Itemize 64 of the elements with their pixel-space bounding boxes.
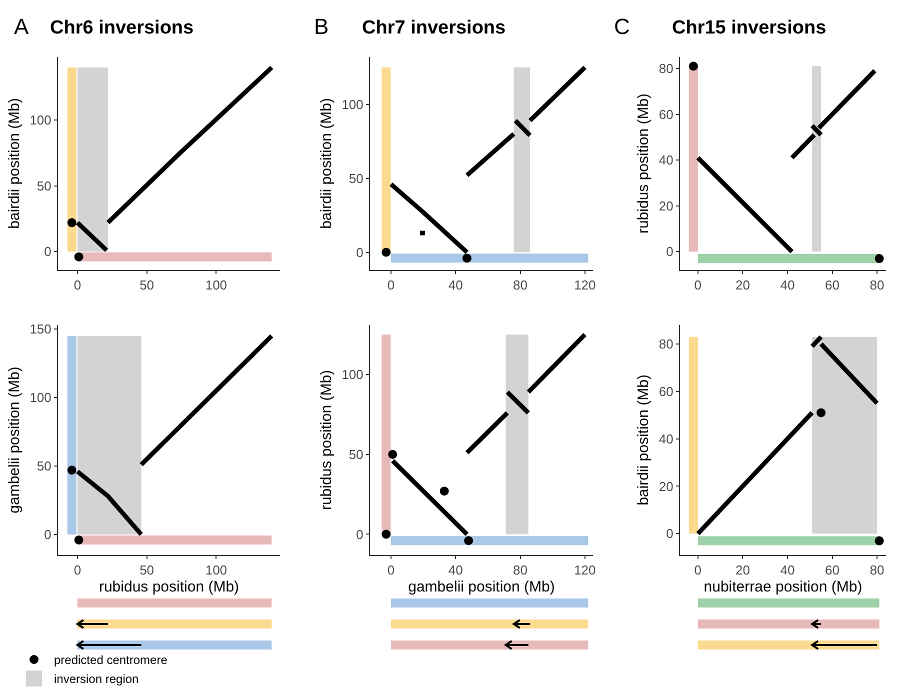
x-tick-label: 0 (74, 562, 82, 578)
y-tick-label: 0 (44, 527, 52, 542)
x-tick-label: 20 (735, 278, 750, 293)
y-tick-label: 50 (348, 170, 364, 186)
x-tick-label: 40 (780, 278, 795, 293)
x-tick-label: 100 (205, 278, 228, 293)
text: A (14, 14, 29, 39)
chart-title: Chr6 inversions (50, 18, 194, 39)
y-tick-label: 0 (666, 526, 674, 542)
x-tick-label: 80 (870, 562, 884, 578)
x-tick-label: 20 (735, 562, 750, 578)
y-tick-label: 80 (658, 336, 674, 352)
y-tick-label: 50 (348, 446, 364, 462)
x-tick-label: 100 (205, 562, 228, 578)
y-axis-title: bairdii position (Mb) (6, 98, 23, 229)
x-tick-label: 80 (513, 562, 528, 578)
legend-label: predicted centromere (54, 653, 168, 668)
y-tick-label: 50 (36, 178, 52, 194)
text: C (614, 14, 630, 39)
y-axis-title: rubidus position (Mb) (635, 93, 652, 234)
x-tick-label: 0 (694, 278, 702, 293)
chart-title: Chr15 inversions (672, 18, 826, 39)
x-tick-label: 0 (387, 562, 395, 578)
y-tick-label: 40 (658, 431, 674, 446)
y-tick-label: 40 (658, 152, 674, 168)
y-tick-label: 0 (44, 244, 52, 260)
x-tick-label: 60 (825, 562, 840, 578)
x-tick-label: 40 (448, 278, 463, 293)
legend-label: inversion region (54, 672, 139, 686)
chart-title: Chr7 inversions (362, 18, 506, 39)
y-tick-label: 100 (342, 96, 364, 112)
y-tick-label: 60 (658, 106, 674, 122)
y-tick-label: 150 (30, 322, 52, 337)
text: B (314, 14, 329, 39)
y-tick-label: 100 (30, 112, 52, 128)
x-tick-label: 80 (870, 278, 884, 293)
y-tick-label: 0 (666, 244, 674, 260)
x-tick-label: 50 (140, 278, 154, 293)
y-tick-label: 20 (658, 478, 674, 494)
y-tick-label: 80 (658, 61, 674, 76)
y-tick-label: 50 (36, 458, 52, 474)
x-axis-title: gambelii position (Mb) (408, 578, 555, 596)
x-tick-label: 80 (513, 278, 528, 293)
y-axis-title: bairdii position (Mb) (318, 98, 335, 229)
x-tick-label: 0 (694, 562, 702, 578)
x-tick-label: 120 (574, 278, 596, 293)
y-axis-title: rubidus position (Mb) (318, 370, 335, 510)
x-tick-label: 0 (387, 278, 395, 293)
x-tick-label: 40 (780, 562, 795, 578)
y-tick-label: 100 (30, 390, 52, 406)
x-tick-label: 0 (74, 278, 82, 293)
x-tick-label: 50 (140, 562, 154, 578)
x-tick-label: 40 (448, 562, 463, 578)
y-tick-label: 60 (658, 384, 674, 399)
x-tick-label: 60 (825, 278, 840, 293)
x-tick-label: 120 (574, 562, 596, 578)
x-axis-title: rubidus position (Mb) (98, 578, 240, 596)
y-tick-label: 20 (658, 198, 674, 214)
x-axis-title: nubiterrae position (Mb) (704, 578, 862, 596)
y-tick-label: 0 (356, 526, 364, 542)
y-axis-title: gambelii position (Mb) (6, 366, 23, 514)
y-tick-label: 100 (342, 367, 364, 382)
y-tick-label: 0 (356, 244, 364, 260)
y-axis-title: bairdii position (Mb) (635, 374, 652, 506)
